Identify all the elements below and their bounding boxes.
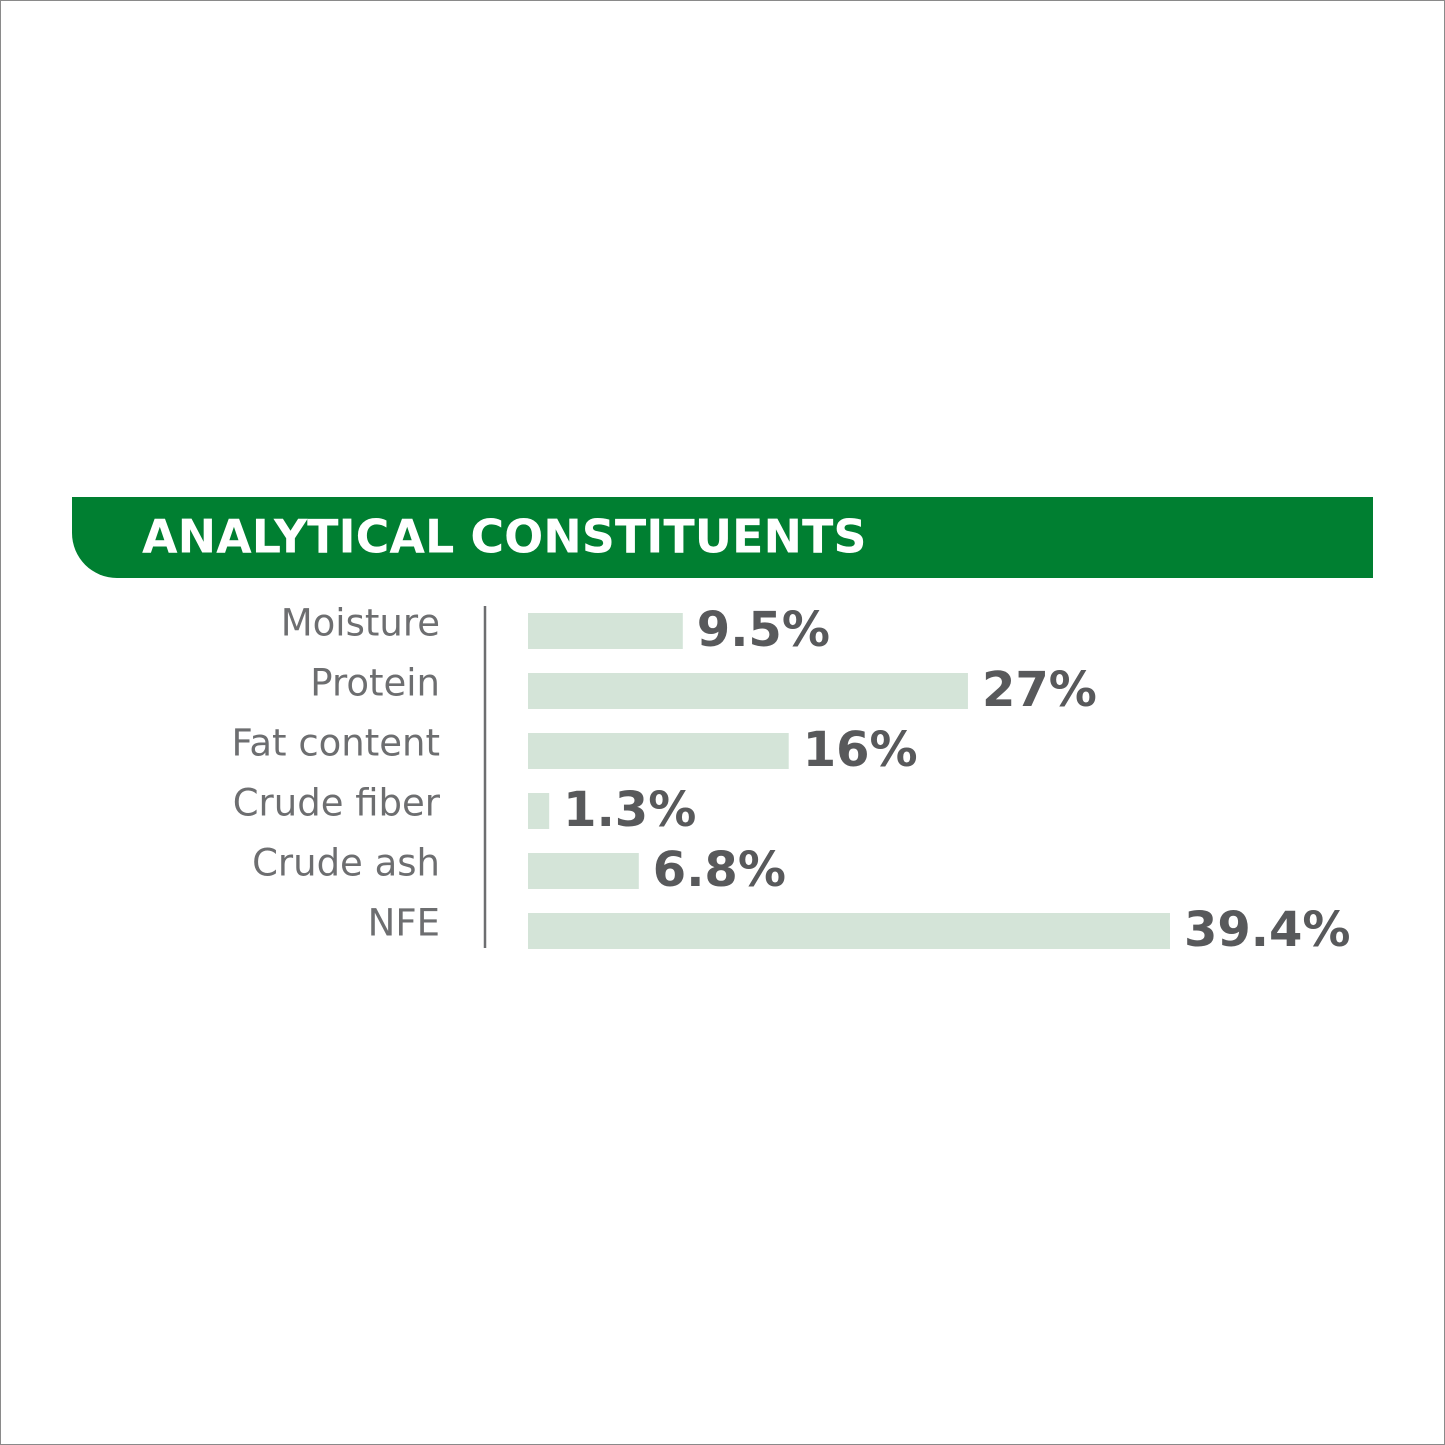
bar — [528, 613, 683, 649]
bar — [528, 733, 789, 769]
value-label: 39.4% — [1184, 902, 1351, 958]
bar — [528, 793, 550, 829]
title-banner — [72, 497, 1373, 578]
bar — [528, 673, 968, 709]
bar — [528, 913, 1170, 949]
bar — [528, 853, 639, 889]
category-label: Fat content — [232, 722, 441, 765]
category-label: Moisture — [281, 602, 440, 645]
chart-title: ANALYTICAL CONSTITUENTS — [142, 510, 866, 564]
category-label: Crude fiber — [233, 782, 441, 825]
value-label: 1.3% — [563, 782, 696, 838]
category-label: Crude ash — [252, 842, 440, 885]
value-label: 9.5% — [697, 602, 830, 658]
value-label: 6.8% — [653, 842, 786, 898]
category-label: NFE — [368, 902, 440, 945]
value-label: 16% — [803, 722, 918, 778]
category-label: Protein — [310, 662, 440, 705]
value-label: 27% — [982, 662, 1097, 718]
